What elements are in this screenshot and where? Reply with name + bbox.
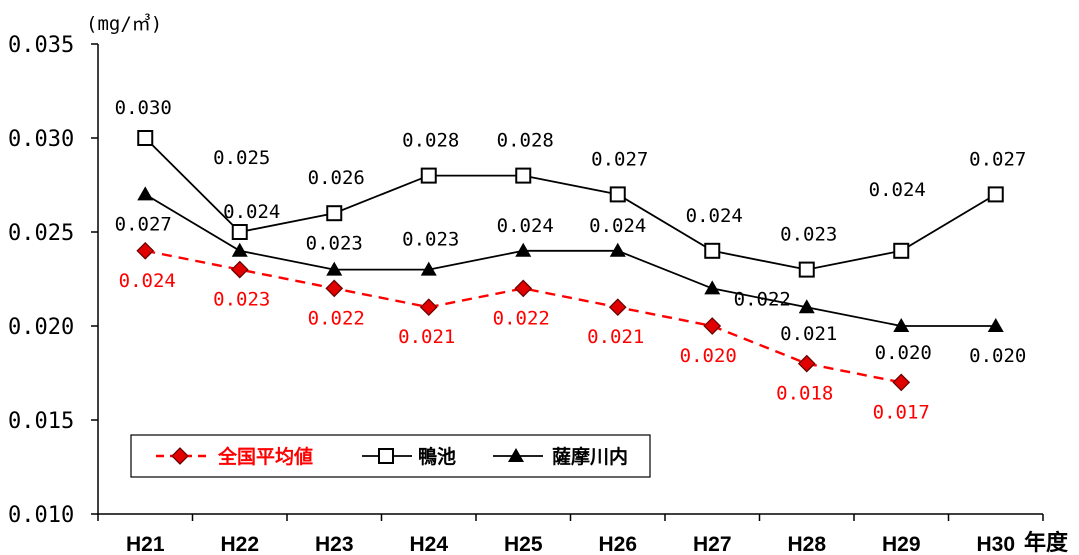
square-marker [137,130,154,146]
data-label: 0.028 [497,130,554,152]
square-marker [326,205,343,222]
data-label: 0.018 [776,383,833,405]
data-label: 0.021 [398,326,455,348]
data-label: 0.027 [969,148,1026,170]
data-label: 0.027 [115,213,172,235]
diamond-marker [136,241,155,260]
diamond-marker [608,298,627,317]
data-labels: 0.024 0.023 0.022 0.021 0.022 0.021 0.020 0.018… [115,97,1027,423]
diamond-marker [797,354,816,373]
diamond-marker [419,298,438,317]
series-markers [136,130,1004,392]
legend-entry-label: 鴨池 [418,445,456,468]
square-marker [893,242,910,259]
x-tick-label: H29 [882,533,921,555]
triangle-marker [893,318,910,332]
y-tick-label: 0.020 [8,315,74,340]
square-marker [378,448,394,464]
triangle-marker [231,242,248,257]
data-label: 0.027 [591,148,648,170]
data-label: 0.024 [869,179,926,201]
y-axis-unit: (mg/㎥) [86,13,162,35]
triangle-marker [515,242,532,257]
data-label: 0.023 [780,224,837,246]
data-label: 0.024 [686,205,743,227]
square-marker [420,167,437,184]
square-marker [231,224,248,240]
diamond-marker [325,279,344,298]
axes: 0.010 0.015 0.020 0.025 0.030 0.035 H21 H22 H23 H… [8,13,1069,555]
x-tick-label: H25 [504,533,543,555]
x-tick-label: H30 [976,533,1015,555]
legend-entry-label: 薩摩川内 [552,445,628,468]
x-tick-label: H22 [220,533,259,555]
triangle-marker [609,242,626,257]
x-tick-label: H26 [598,533,637,555]
data-label: 0.022 [734,288,791,310]
legend-entry-label: 全国平均値 [217,445,313,468]
triangle-marker [987,318,1004,332]
y-tick-label: 0.035 [8,33,74,58]
triangle-marker [420,261,437,276]
diamond-marker [703,317,722,335]
data-label: 0.023 [213,289,270,311]
data-label: 0.023 [306,233,363,255]
data-label: 0.026 [308,167,365,189]
triangle-marker [798,299,815,314]
series-line-1 [144,137,997,271]
x-tick-label: H27 [693,533,732,555]
data-label: 0.023 [402,229,459,251]
series-line-0 [145,249,902,384]
y-tick-label: 0.015 [8,409,74,434]
data-label: 0.021 [587,326,644,348]
series-lines [144,137,997,384]
y-tick-label: 0.010 [8,503,74,528]
y-tick-label: 0.030 [8,127,74,152]
diamond-marker [892,373,911,392]
x-tick-label: H24 [409,533,448,555]
triangle-marker [137,186,154,201]
triangle-marker [326,261,343,276]
data-label: 0.022 [308,307,365,329]
data-label: 0.024 [589,215,646,237]
diamond-marker [171,447,189,465]
square-marker [798,261,815,278]
diamond-marker [230,260,249,279]
data-label: 0.028 [402,130,459,152]
legend: 全国平均値 鴨池 薩摩川内 [130,434,651,478]
x-tick-label: H23 [315,533,354,555]
triangle-marker [704,280,721,295]
data-label: 0.020 [875,342,932,364]
data-label: 0.030 [115,97,172,119]
y-tick-label: 0.025 [8,221,74,246]
x-axis-label: 年度 [1024,530,1069,555]
square-marker [987,186,1004,203]
triangle-marker [508,448,524,462]
data-label: 0.025 [213,147,270,169]
series-line-2 [144,193,996,327]
data-label: 0.024 [497,215,554,237]
data-label: 0.020 [680,345,737,367]
square-marker [515,167,532,184]
square-marker [704,242,721,259]
data-label: 0.022 [493,307,550,329]
data-label: 0.017 [873,401,930,423]
square-marker [609,186,626,203]
data-label: 0.024 [223,201,280,223]
diamond-marker [514,279,533,298]
data-label: 0.020 [969,345,1026,367]
data-label: 0.024 [119,270,176,292]
x-tick-label: H28 [787,533,826,555]
data-label: 0.021 [780,323,837,345]
x-tick-label: H21 [126,533,165,555]
